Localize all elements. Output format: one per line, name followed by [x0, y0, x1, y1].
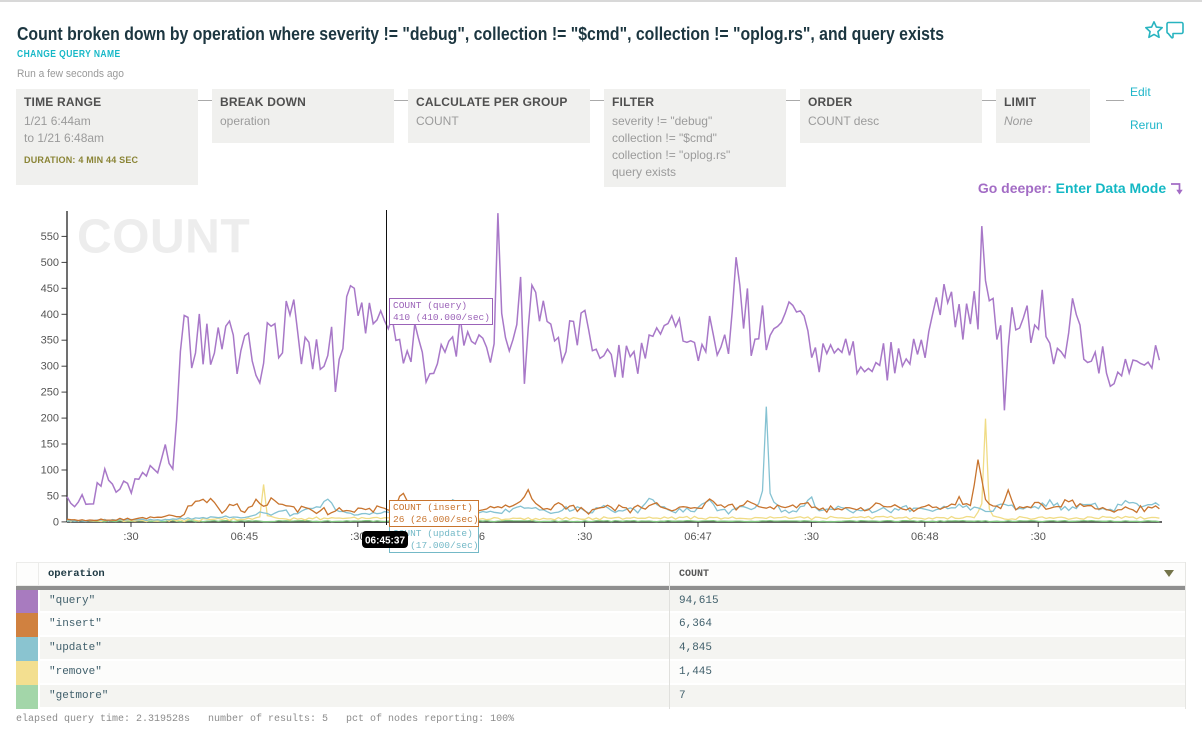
svg-text:06:45:37: 06:45:37 [365, 536, 405, 547]
svg-text:550: 550 [41, 231, 59, 243]
svg-text:COUNT (update): COUNT (update) [393, 528, 473, 539]
svg-text:50: 50 [47, 490, 59, 502]
svg-text:26 (26.000/sec): 26 (26.000/sec) [393, 514, 479, 525]
svg-text::30: :30 [804, 531, 819, 543]
svg-text:100: 100 [41, 465, 59, 477]
svg-text:0: 0 [53, 516, 59, 528]
svg-text:410 (410.000/sec): 410 (410.000/sec) [393, 312, 490, 323]
svg-text:COUNT: COUNT [77, 211, 250, 264]
svg-text:250: 250 [41, 387, 59, 399]
svg-text::30: :30 [577, 531, 592, 543]
svg-text:200: 200 [41, 413, 59, 425]
svg-text:500: 500 [41, 257, 59, 269]
svg-text:06:48: 06:48 [911, 531, 939, 543]
svg-text:450: 450 [41, 283, 59, 295]
svg-text::30: :30 [350, 531, 365, 543]
svg-text:300: 300 [41, 361, 59, 373]
svg-text:400: 400 [41, 309, 59, 321]
svg-text:06:45: 06:45 [231, 531, 259, 543]
svg-text:17 (17.000/sec): 17 (17.000/sec) [393, 540, 479, 551]
svg-text:COUNT (query): COUNT (query) [393, 300, 467, 311]
svg-text:06:47: 06:47 [684, 531, 712, 543]
svg-text::30: :30 [123, 531, 138, 543]
svg-text:150: 150 [41, 439, 59, 451]
svg-text:350: 350 [41, 335, 59, 347]
svg-text::30: :30 [1031, 531, 1046, 543]
svg-text:COUNT (insert): COUNT (insert) [393, 502, 473, 513]
